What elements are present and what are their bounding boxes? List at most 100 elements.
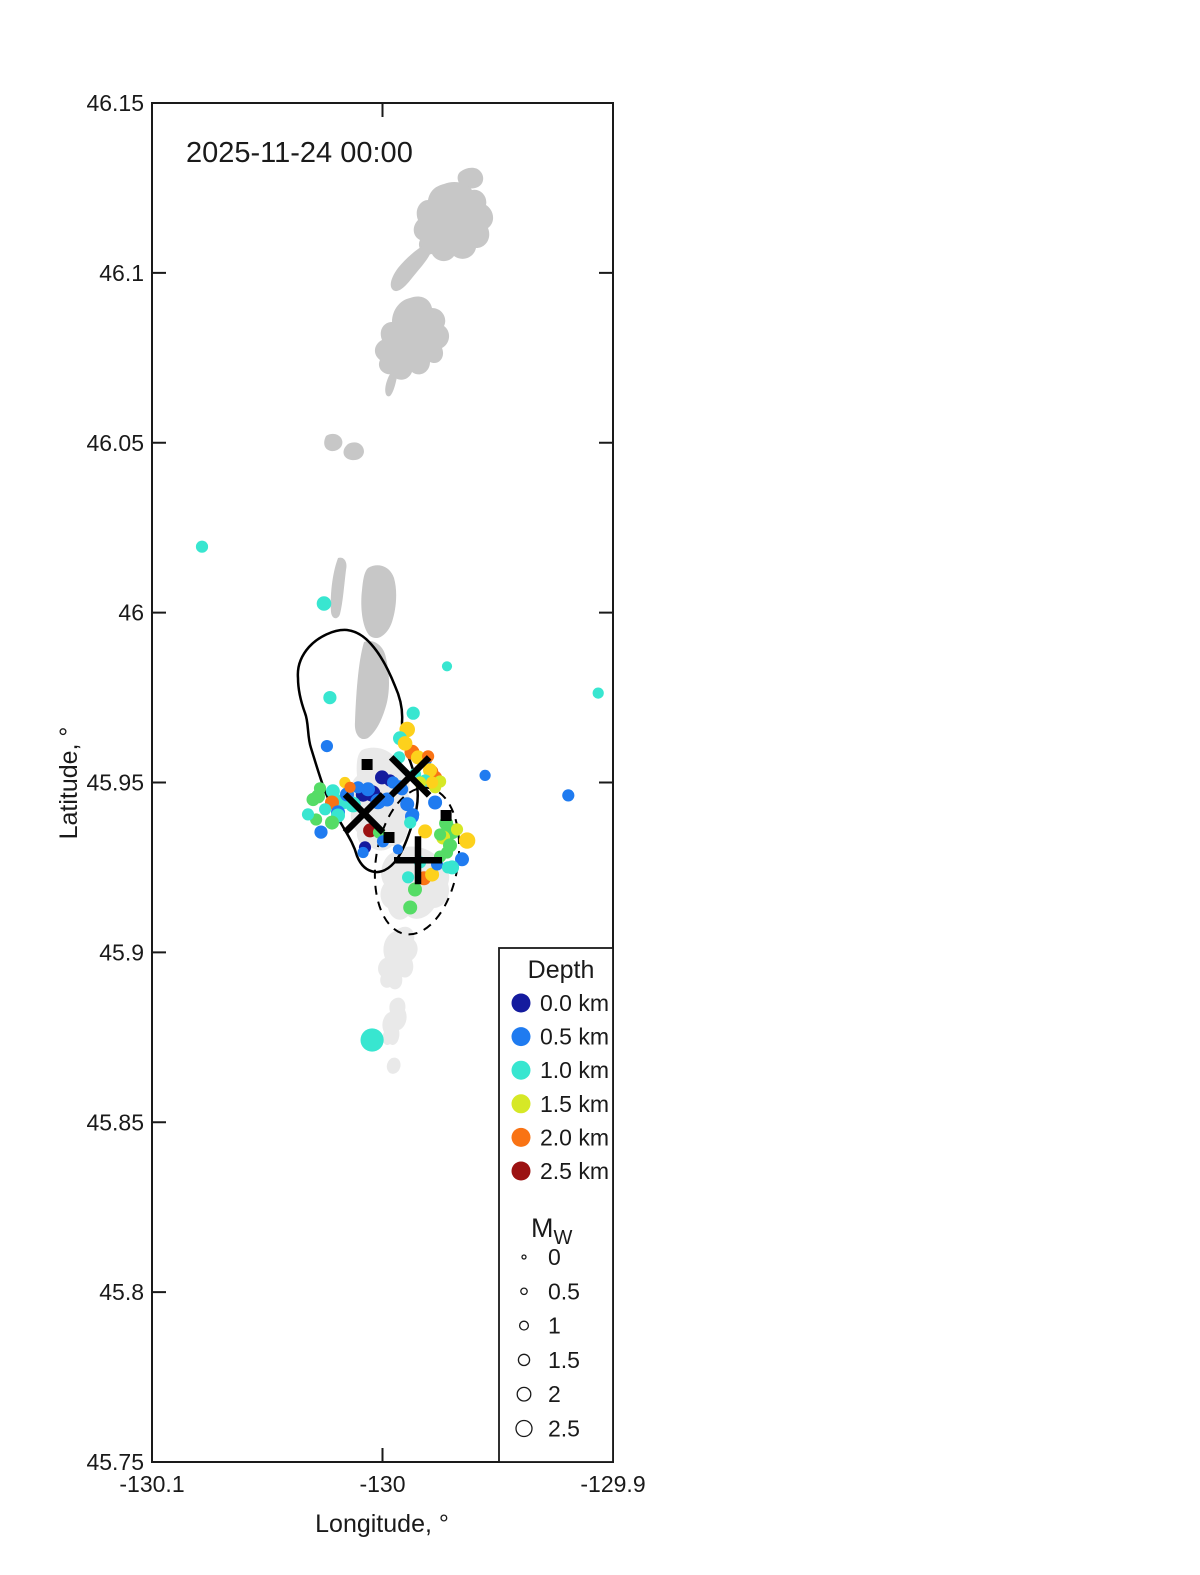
station-square-marker: [383, 832, 395, 843]
legend-mag-rows: 0 0.5 1 1.5 2 2.5: [515, 1244, 580, 1442]
y-tick-label: 45.95: [86, 770, 144, 796]
legend-mag-swatch: [517, 1353, 531, 1367]
lava-flow-north-2: [413, 182, 494, 262]
lava-flow-north-3-taper: [385, 366, 398, 397]
earthquake-dot: [423, 763, 437, 778]
legend-depth-label: 2.5 km: [540, 1158, 609, 1184]
earthquake-dot: [314, 825, 328, 839]
earthquake-dots-layer: [195, 540, 604, 1052]
legend-mag-label: 1.5: [548, 1347, 580, 1373]
y-tick-label: 46.15: [86, 90, 144, 116]
legend-mag-label: 1: [548, 1313, 561, 1339]
legend-depth-swatch: [511, 993, 531, 1013]
y-axis-label: Latitude, °: [55, 727, 83, 840]
plus-markers-layer: [393, 836, 442, 885]
earthquake-dot: [325, 784, 340, 799]
legend-mag-swatch: [520, 1287, 528, 1296]
legend-mag-label: 2.5: [548, 1416, 580, 1442]
timestamp-title: 2025-11-24 00:00: [186, 137, 413, 169]
x-axis-label: Longitude, °: [315, 1510, 449, 1538]
x-tick-label: -130.1: [119, 1471, 184, 1497]
station-square-marker: [440, 810, 452, 821]
earthquake-dot: [450, 823, 464, 836]
earthquake-dot: [592, 687, 604, 699]
earthquake-dot: [360, 1028, 384, 1052]
earthquake-dot: [323, 691, 337, 705]
lava-flow-north-3: [374, 296, 450, 380]
x-tick-label: -129.9: [580, 1471, 645, 1497]
legend: Depth 0.0 km 0.5 km 1.0 km 1.5 km 2.0 km 2.5 …: [498, 947, 614, 1463]
earthquake-dot: [408, 882, 422, 897]
earthquake-dot: [403, 900, 418, 915]
earthquake-dot: [406, 706, 420, 720]
lava-flow-caldera-north-west: [330, 557, 347, 619]
earthquake-dot: [426, 776, 439, 789]
legend-mag-swatch: [518, 1320, 530, 1331]
legend-depth-label: 1.0 km: [540, 1057, 609, 1083]
earthquake-dot: [397, 736, 413, 751]
earthquake-dot: [361, 782, 375, 797]
axis-ticks-layer: [151, 102, 614, 1463]
earthquake-dot: [320, 740, 333, 753]
y-tick-label: 46.05: [86, 430, 144, 456]
legend-mag-title: MW: [531, 1213, 573, 1249]
earthquake-dot: [319, 803, 332, 816]
lava-flow-south-4: [386, 1057, 401, 1074]
legend-mag-swatch: [521, 1254, 527, 1260]
lava-flow-inside-caldera: [354, 640, 389, 740]
x-marker-arm: [342, 792, 386, 835]
legend-mag-swatch: [515, 1419, 533, 1438]
legend-depth-rows: 0.0 km 0.5 km 1.0 km 1.5 km 2.0 km 2.5 km: [511, 990, 609, 1184]
legend-depth-label: 2.0 km: [540, 1124, 609, 1150]
lava-flow-shapes: [324, 167, 494, 1074]
earthquake-dot: [400, 797, 415, 812]
earthquake-dot: [392, 844, 403, 855]
legend-depth-swatch: [511, 1027, 531, 1047]
legend-depth-swatch: [511, 1161, 531, 1181]
earthquake-dot: [301, 808, 315, 821]
earthquake-dot: [479, 769, 491, 782]
x-tick-label: -130: [359, 1471, 405, 1497]
x-markers-layer: [342, 755, 432, 835]
legend-depth-swatch: [511, 1127, 531, 1147]
legend-mag-swatch: [516, 1386, 532, 1402]
lava-flow-small-b: [343, 442, 364, 461]
earthquake-dot: [434, 828, 447, 841]
y-tick-label: 45.9: [99, 939, 144, 965]
earthquake-dot: [458, 832, 476, 849]
earthquake-dot: [344, 781, 356, 793]
y-tick-label: 45.8: [99, 1279, 144, 1305]
earthquake-dot: [455, 852, 469, 867]
axis-tick-labels-layer: -130.1 -130 -129.9 46.15 46.1 46.05 46 45.95 45.…: [86, 90, 645, 1497]
earthquake-dot: [418, 824, 433, 839]
earthquake-dot: [425, 867, 440, 882]
legend-mag-label: 0: [548, 1244, 561, 1270]
earthquake-dot: [357, 846, 369, 859]
y-tick-label: 46.1: [99, 260, 144, 286]
lava-flow-south-2: [378, 926, 418, 990]
earthquake-dot: [325, 815, 339, 830]
legend-depth-title: Depth: [528, 956, 595, 984]
x-marker-arm: [388, 755, 432, 798]
lava-flow-south-3: [382, 997, 407, 1046]
earthquake-dot: [562, 789, 575, 802]
y-tick-label: 45.85: [86, 1109, 144, 1135]
earthquake-dot: [441, 861, 455, 874]
earthquake-dot: [352, 781, 365, 794]
lava-flow-north-1: [457, 167, 484, 189]
station-squares-layer: [361, 759, 452, 843]
legend-depth-label: 0.0 km: [540, 990, 609, 1016]
lava-flow-small-a: [324, 433, 343, 452]
legend-depth-swatch: [511, 1094, 531, 1114]
station-square-marker: [361, 759, 373, 770]
legend-depth-label: 0.5 km: [540, 1024, 609, 1050]
lava-flow-caldera-north-east: [361, 565, 397, 639]
earthquake-dot: [402, 871, 415, 884]
lava-flow-north-2-tail: [390, 244, 432, 292]
earthquake-dot: [195, 540, 209, 553]
earthquake-dot: [428, 795, 443, 810]
legend-mag-label: 2: [548, 1381, 561, 1407]
earthquake-dot: [316, 596, 332, 611]
